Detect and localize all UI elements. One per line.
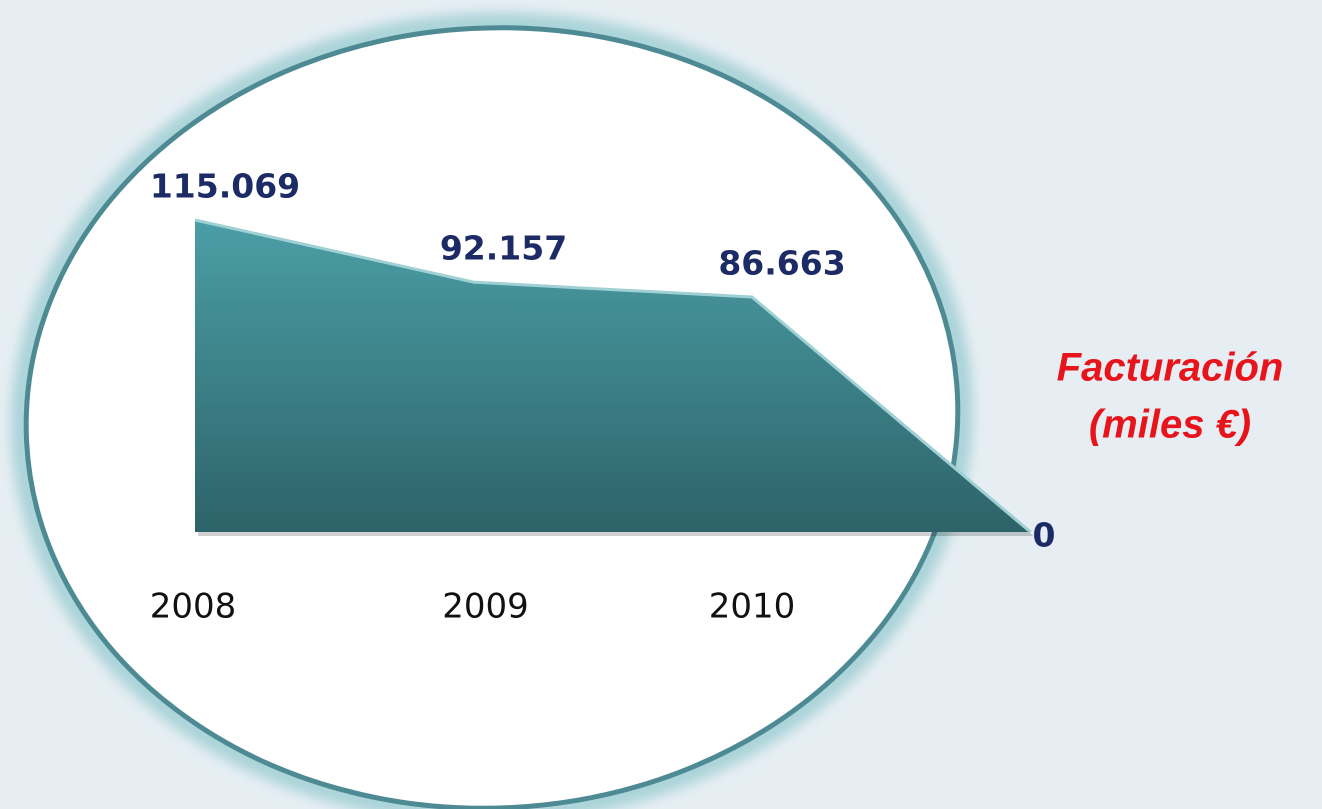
area-top-line (194, 218, 1032, 534)
ellipse-glow (11, 12, 973, 809)
data-label: 92.157 (440, 229, 567, 268)
x-tick-label: 2009 (442, 587, 529, 627)
data-label: 0 (1033, 516, 1056, 555)
data-label: 115.069 (150, 167, 300, 206)
data-label: 86.663 (718, 244, 845, 283)
plot-area: 115.069 92.157 86.663 0 2008 2009 2010 (150, 167, 1056, 627)
x-tick-label: 2008 (150, 587, 237, 627)
x-tick-label: 2010 (709, 587, 796, 627)
area (195, 220, 1031, 532)
chart-title: Facturación (1057, 346, 1284, 390)
chart-subtitle: (miles €) (1089, 403, 1251, 447)
